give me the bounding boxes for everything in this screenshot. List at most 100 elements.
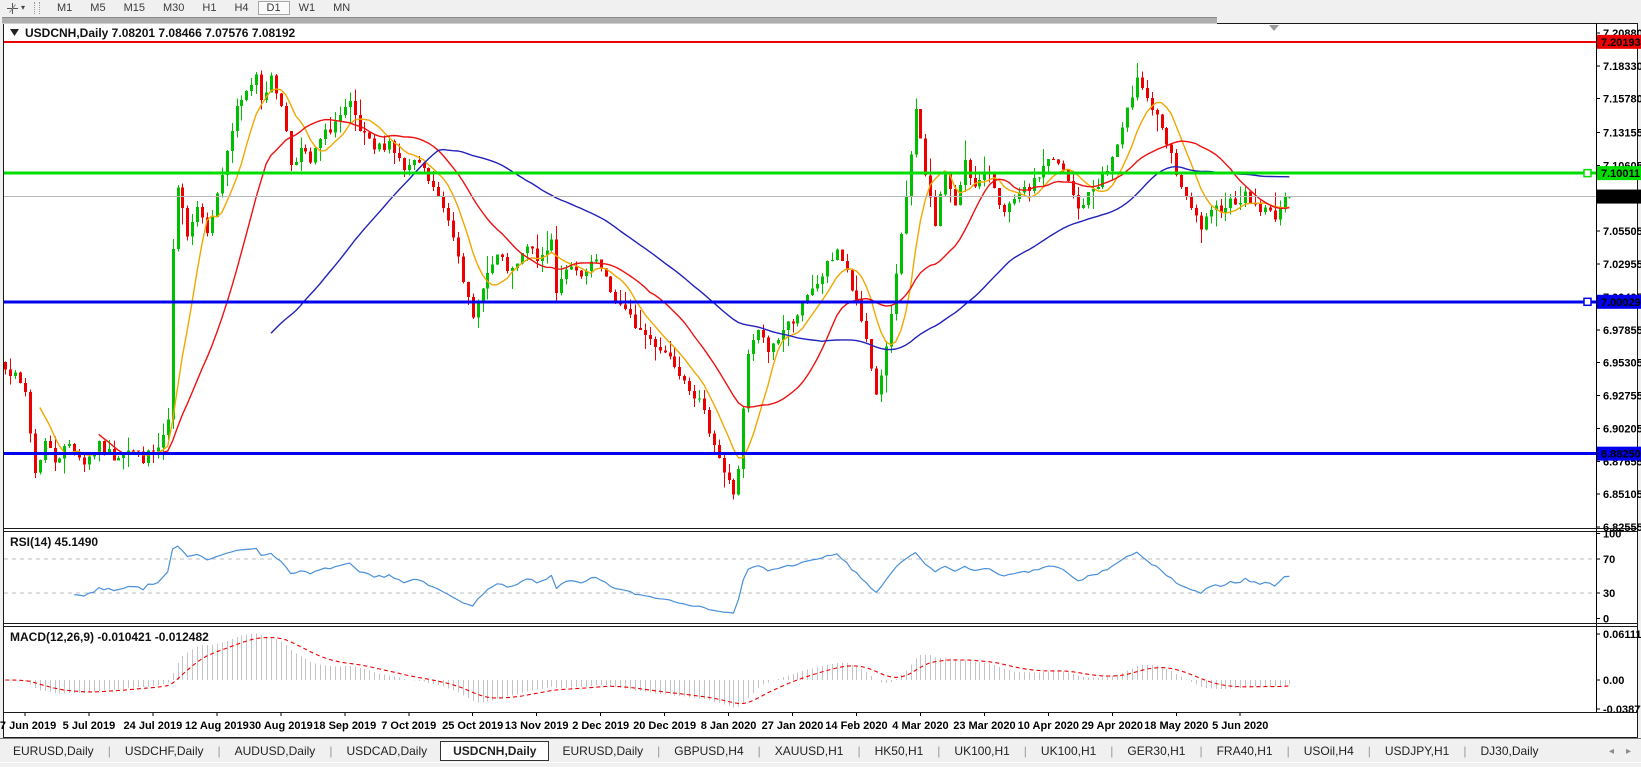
timeframe-button-m1[interactable]: M1 (57, 2, 73, 14)
svg-text:24 Jul 2019: 24 Jul 2019 (124, 720, 183, 732)
chart-tab-dj30-daily[interactable]: DJ30,Daily (1480, 744, 1539, 758)
chart-tab-xauusd-h1[interactable]: XAUUSD,H1 (774, 744, 844, 758)
svg-text:18 Sep 2019: 18 Sep 2019 (313, 720, 376, 732)
rsi-label: RSI(14) 45.1490 (10, 535, 98, 549)
chart-tab-usdcad-daily[interactable]: USDCAD,Daily (346, 744, 428, 758)
svg-text:10 Apr 2020: 10 Apr 2020 (1018, 720, 1079, 732)
chart-tab-uk100-h1[interactable]: UK100,H1 (1040, 744, 1097, 758)
price-level-line[interactable]: 7.10011 (4, 166, 1641, 181)
chart-tab-usoil-h4[interactable]: USOil,H4 (1303, 744, 1354, 758)
tab-separator: | (757, 744, 761, 758)
svg-text:17 Jun 2019: 17 Jun 2019 (0, 720, 56, 732)
price-level-line[interactable]: 7.00029 (4, 294, 1641, 309)
svg-text:6.95305: 6.95305 (1603, 358, 1641, 370)
timeframe-button-mn[interactable]: MN (333, 2, 351, 14)
svg-text:7.00029: 7.00029 (1601, 297, 1641, 309)
tab-scroll-right-icon[interactable]: ▸ (1625, 745, 1631, 757)
date-axis: 17 Jun 2019 5 Jul 2019 24 Jul 2019 12 Aug 2… (0, 712, 1268, 732)
chevron-down-icon: ▾ (21, 3, 26, 12)
chart-tab-audusd-daily[interactable]: AUDUSD,Daily (234, 744, 316, 758)
tab-separator: | (1463, 744, 1467, 758)
timeframe-button-w1[interactable]: W1 (298, 2, 316, 14)
chart-tab-ger30-h1[interactable]: GER30,H1 (1127, 744, 1186, 758)
svg-text:-0.038777: -0.038777 (1603, 704, 1641, 716)
svg-text:7.15780: 7.15780 (1603, 94, 1641, 106)
tab-separator: | (1023, 744, 1027, 758)
chart-tab-usdjpy-h1[interactable]: USDJPY,H1 (1384, 744, 1450, 758)
price-level-line[interactable]: 6.88250 (4, 446, 1641, 461)
chart-tab-fra40-h1[interactable]: FRA40,H1 (1216, 744, 1273, 758)
chart-tab-hk50-h1[interactable]: HK50,H1 (874, 744, 924, 758)
tab-separator: | (329, 744, 333, 758)
crosshair-tool-button[interactable]: ▾ (3, 1, 28, 16)
tab-separator: | (657, 744, 661, 758)
ma-line-8 (39, 88, 1290, 459)
chart-ohlc-title: USDCNH,Daily 7.08201 7.08466 7.07576 7.0… (25, 26, 296, 40)
chart-tab-eurusd-daily[interactable]: EURUSD,Daily (13, 744, 94, 758)
svg-text:29 Apr 2020: 29 Apr 2020 (1082, 720, 1143, 732)
current-price-marker: 7.08192 (4, 189, 1641, 204)
svg-text:7.18330: 7.18330 (1603, 61, 1641, 73)
svg-text:12 Aug 2019: 12 Aug 2019 (185, 720, 249, 732)
chart-shift-marker-icon[interactable] (1269, 25, 1279, 31)
svg-text:5 Jun 2020: 5 Jun 2020 (1212, 720, 1268, 732)
timeframe-button-m5[interactable]: M5 (90, 2, 106, 14)
svg-text:13 Nov 2019: 13 Nov 2019 (505, 720, 569, 732)
price-level-line[interactable]: 7.20193 (4, 34, 1641, 49)
svg-text:7.13155: 7.13155 (1603, 128, 1641, 140)
ma-line-20 (98, 118, 1290, 455)
svg-text:0.061119: 0.061119 (1603, 629, 1641, 641)
timeframe-button-h1[interactable]: H1 (202, 2, 217, 14)
macd-label: MACD(12,26,9) -0.010421 -0.012482 (10, 630, 209, 644)
svg-text:18 May 2020: 18 May 2020 (1144, 720, 1208, 732)
chart-canvas[interactable] (3, 23, 1637, 737)
chart-horizontal-scrollbar[interactable] (0, 16, 1641, 24)
svg-text:5 Jul 2019: 5 Jul 2019 (63, 720, 116, 732)
chart-background (3, 23, 1638, 738)
svg-text:7.10011: 7.10011 (1601, 168, 1640, 180)
svg-text:30 Aug 2019: 30 Aug 2019 (249, 720, 313, 732)
svg-text:27 Jan 2020: 27 Jan 2020 (762, 720, 824, 732)
ma-line-55 (270, 148, 1290, 351)
svg-text:0.00: 0.00 (1603, 675, 1624, 687)
chart-tab-eurusd-daily[interactable]: EURUSD,Daily (562, 744, 644, 758)
macd-indicator: 0.061119 0.00 -0.038777 (5, 629, 1641, 716)
timeframe-button-h4[interactable]: H4 (234, 2, 249, 14)
svg-text:70: 70 (1603, 554, 1615, 566)
tab-separator: | (1367, 744, 1371, 758)
tab-scroll-left-icon[interactable]: ◂ (1608, 745, 1614, 757)
tab-separator: | (107, 744, 111, 758)
svg-text:7.20193: 7.20193 (1601, 37, 1641, 49)
svg-text:6.85105: 6.85105 (1603, 489, 1641, 501)
toolbar-drag-handle[interactable] (34, 2, 41, 14)
chart-tab-gbpusd-h4[interactable]: GBPUSD,H4 (674, 744, 744, 758)
scrollbar-thumb[interactable] (2, 17, 1217, 24)
tab-separator: | (1110, 744, 1114, 758)
timeframe-button-d1[interactable]: D1 (257, 1, 290, 15)
tab-separator: | (1199, 744, 1203, 758)
svg-text:25 Oct 2019: 25 Oct 2019 (442, 720, 503, 732)
svg-text:6.92755: 6.92755 (1603, 391, 1641, 403)
tab-separator: | (1286, 744, 1290, 758)
timeframe-button-m30[interactable]: M30 (162, 2, 185, 14)
svg-text:6.97855: 6.97855 (1603, 325, 1641, 337)
svg-text:14 Feb 2020: 14 Feb 2020 (825, 720, 887, 732)
timeframe-toolbar: ▾ M1 M5 M15 M30 H1 H4 D1 W1 MN (0, 0, 1641, 16)
timeframe-buttons: M1 M5 M15 M30 H1 H4 D1 W1 MN (48, 1, 359, 15)
candlestick-series (4, 63, 1291, 500)
tab-separator: | (857, 744, 861, 758)
chart-tab-usdchf-daily[interactable]: USDCHF,Daily (124, 744, 204, 758)
chart-tab-uk100-h1[interactable]: UK100,H1 (954, 744, 1010, 758)
svg-text:7.05505: 7.05505 (1603, 226, 1641, 238)
svg-text:0: 0 (1603, 614, 1609, 626)
svg-text:4 Mar 2020: 4 Mar 2020 (892, 720, 948, 732)
timeframe-button-m15[interactable]: M15 (123, 2, 145, 14)
tab-separator: | (937, 744, 941, 758)
status-strip (0, 762, 1641, 767)
chart-tab-usdcnh-daily[interactable]: USDCNH,Daily (440, 741, 550, 761)
svg-text:8 Jan 2020: 8 Jan 2020 (701, 720, 757, 732)
svg-text:6.90205: 6.90205 (1603, 423, 1641, 435)
collapse-triangle-icon[interactable] (10, 29, 19, 36)
svg-text:6.88250: 6.88250 (1601, 449, 1641, 461)
